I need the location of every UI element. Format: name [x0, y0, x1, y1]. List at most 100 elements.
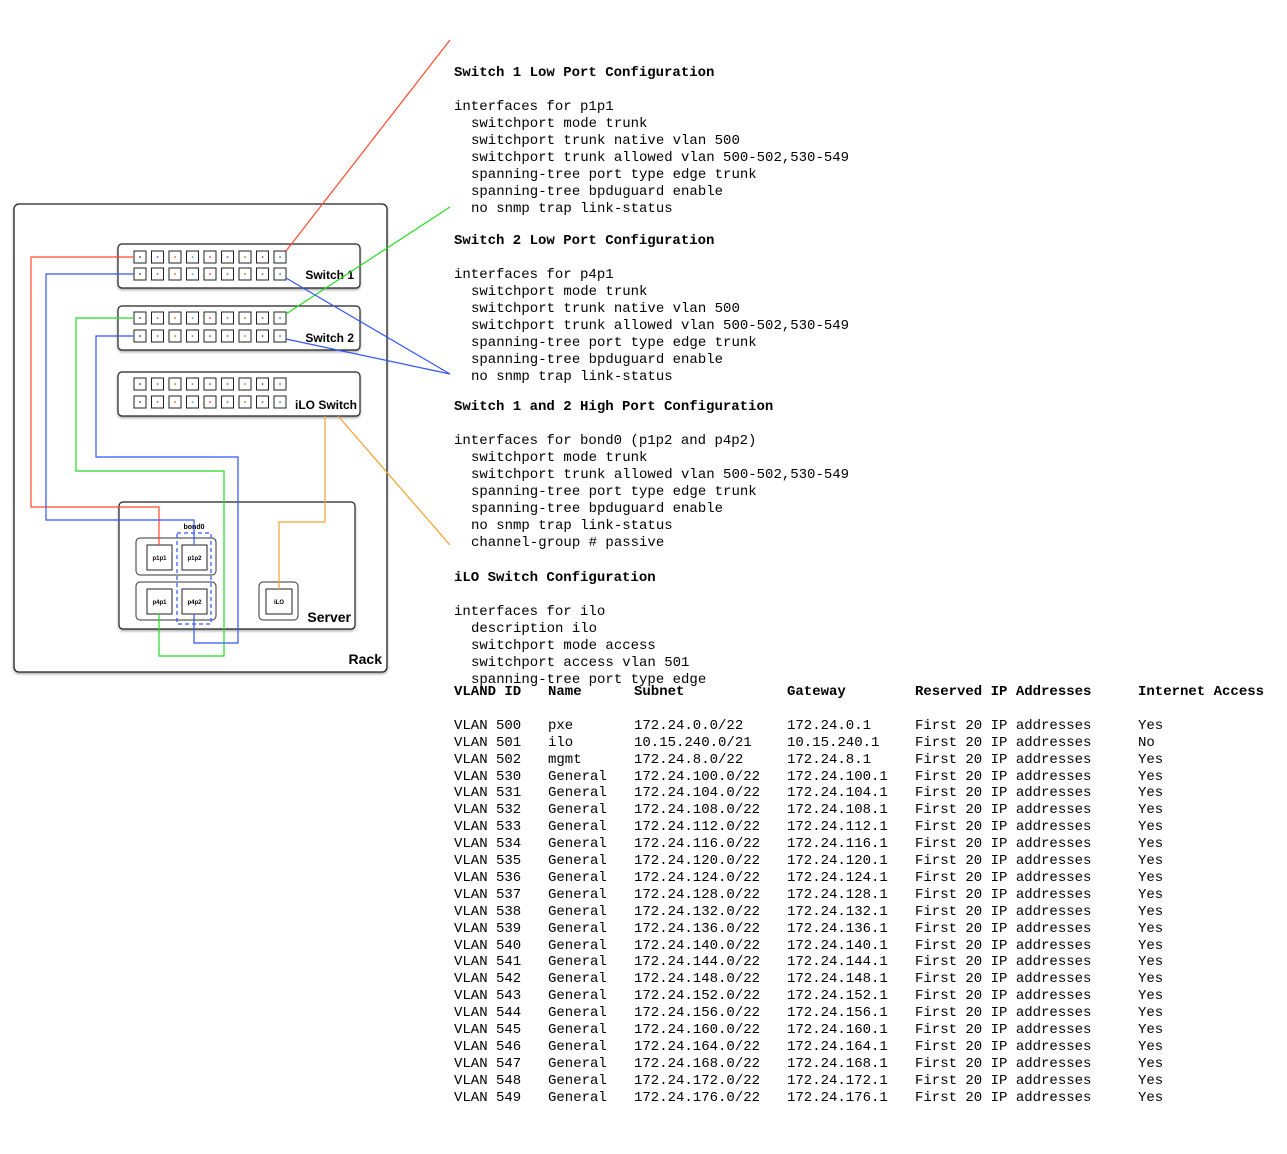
table-row: VLAN 532 General 172.24.108.0/22 172.24.108… [450, 802, 1268, 819]
port-led [244, 273, 246, 275]
port-led [156, 401, 159, 403]
row-reserved: First 20 IP addresses [915, 768, 1092, 785]
port-led [261, 335, 264, 337]
cable-switch2-p4p2 [95, 335, 239, 644]
row-reserved: First 20 IP addresses [915, 785, 1092, 802]
row-reserved: First 20 IP addresses [915, 717, 1092, 734]
row-name: General [548, 920, 607, 937]
port-led [139, 335, 141, 337]
row-name: General [548, 819, 607, 836]
row-gateway: 172.24.156.1 [787, 1005, 888, 1022]
row-gateway: 172.24.152.1 [787, 988, 888, 1005]
row-internet: Yes [1138, 869, 1164, 886]
config-title: Switch 1 and 2 High Port Configuration [454, 399, 774, 415]
table-row: VLAN 538 General 172.24.132.0/22 172.24.132… [450, 904, 1268, 921]
port-led [156, 383, 159, 385]
table-row: VLAN 500 pxe 172.24.0.0/22 172.24.0.1 First … [450, 718, 1268, 735]
row-subnet: 172.24.164.0/22 [634, 1039, 761, 1056]
row-name: pxe [548, 717, 574, 734]
row-reserved: First 20 IP addresses [915, 869, 1092, 886]
table-row: VLAN 544 General 172.24.156.0/22 172.24.156… [450, 1005, 1268, 1022]
port-led [244, 317, 246, 319]
row-vlan-id: VLAN 541 [454, 954, 522, 971]
config-line: switchport mode trunk [471, 284, 648, 300]
row-name: ilo [548, 734, 574, 751]
row-reserved: First 20 IP addresses [915, 903, 1092, 920]
switch-1-label: Switch 1 [305, 268, 354, 282]
port-led [226, 383, 229, 385]
port-led [244, 256, 246, 258]
port-led [191, 401, 194, 403]
table-row: VLAN 540 General 172.24.140.0/22 172.24.140… [450, 938, 1268, 955]
row-internet: Yes [1138, 937, 1164, 954]
row-reserved: First 20 IP addresses [915, 853, 1092, 870]
row-internet: Yes [1138, 1022, 1164, 1039]
row-name: General [548, 971, 607, 988]
row-subnet: 172.24.120.0/22 [634, 853, 761, 870]
port-ilo [265, 588, 293, 615]
config-line: spanning-tree bpduguard enable [471, 352, 724, 368]
table-header-row: VLAND ID Name Subnet Gateway Reserved IP… [450, 684, 1268, 718]
config-title: iLO Switch Configuration [454, 570, 656, 586]
config-line: channel-group # passive [471, 535, 665, 551]
row-gateway: 172.24.120.1 [787, 853, 888, 870]
row-vlan-id: VLAN 543 [454, 988, 522, 1005]
row-reserved: First 20 IP addresses [915, 819, 1092, 836]
row-reserved: First 20 IP addresses [915, 988, 1092, 1005]
port-led [209, 273, 211, 275]
config-title: Switch 1 Low Port Configuration [454, 65, 715, 81]
config-line: spanning-tree bpduguard enable [471, 184, 724, 200]
table-row: VLAN 535 General 172.24.120.0/22 172.24.120… [450, 853, 1268, 870]
table-row: VLAN 542 General 172.24.148.0/22 172.24.148… [450, 971, 1268, 988]
port-led [279, 256, 281, 258]
port-led [156, 273, 159, 275]
row-vlan-id: VLAN 546 [454, 1039, 522, 1056]
config-line: switchport trunk native vlan 500 [471, 133, 740, 149]
ilo-switch-label: iLO Switch [295, 398, 357, 412]
row-subnet: 172.24.148.0/22 [634, 971, 761, 988]
port-led [156, 256, 159, 258]
row-vlan-id: VLAN 532 [454, 802, 522, 819]
port-led [209, 256, 211, 258]
table-row: VLAN 543 General 172.24.152.0/22 172.24.152… [450, 988, 1268, 1005]
row-reserved: First 20 IP addresses [915, 1055, 1092, 1072]
port-led [261, 256, 264, 258]
table-row: VLAN 531 General 172.24.104.0/22 172.24.104… [450, 785, 1268, 802]
config-line: no snmp trap link-status [471, 518, 673, 534]
port-led [226, 273, 229, 275]
config-switch1-low: Switch 1 Low Port Configuration interface… [454, 31, 849, 235]
port-led [174, 256, 176, 258]
header-vlan-id: VLAND ID [454, 684, 522, 700]
row-subnet: 10.15.240.0/21 [634, 734, 752, 751]
switch-2-label: Switch 2 [305, 331, 354, 345]
row-gateway: 172.24.108.1 [787, 802, 888, 819]
table-row: VLAN 547 General 172.24.168.0/22 172.24.168… [450, 1056, 1268, 1073]
row-internet: Yes [1138, 886, 1164, 903]
config-line: description ilo [471, 621, 598, 637]
row-subnet: 172.24.0.0/22 [634, 717, 744, 734]
row-vlan-id: VLAN 500 [454, 717, 522, 734]
row-subnet: 172.24.172.0/22 [634, 1072, 761, 1089]
row-gateway: 172.24.124.1 [787, 869, 888, 886]
port-led [174, 273, 176, 275]
row-subnet: 172.24.112.0/22 [634, 819, 761, 836]
row-subnet: 172.24.108.0/22 [634, 802, 761, 819]
port-led [244, 383, 246, 385]
table-row: VLAN 539 General 172.24.136.0/22 172.24.136… [450, 921, 1268, 938]
config-line: switchport trunk allowed vlan 500-502,53… [471, 318, 850, 334]
port-led [226, 401, 229, 403]
row-reserved: First 20 IP addresses [915, 836, 1092, 853]
row-internet: Yes [1138, 903, 1164, 920]
row-vlan-id: VLAN 545 [454, 1022, 522, 1039]
port-led [261, 383, 264, 385]
row-gateway: 172.24.112.1 [787, 819, 888, 836]
row-gateway: 172.24.0.1 [787, 717, 872, 734]
row-gateway: 172.24.148.1 [787, 971, 888, 988]
row-subnet: 172.24.100.0/22 [634, 768, 761, 785]
row-gateway: 172.24.160.1 [787, 1022, 888, 1039]
row-reserved: First 20 IP addresses [915, 1039, 1092, 1056]
row-internet: Yes [1138, 1055, 1164, 1072]
row-subnet: 172.24.152.0/22 [634, 988, 761, 1005]
row-vlan-id: VLAN 531 [454, 785, 522, 802]
port-led [174, 401, 176, 403]
